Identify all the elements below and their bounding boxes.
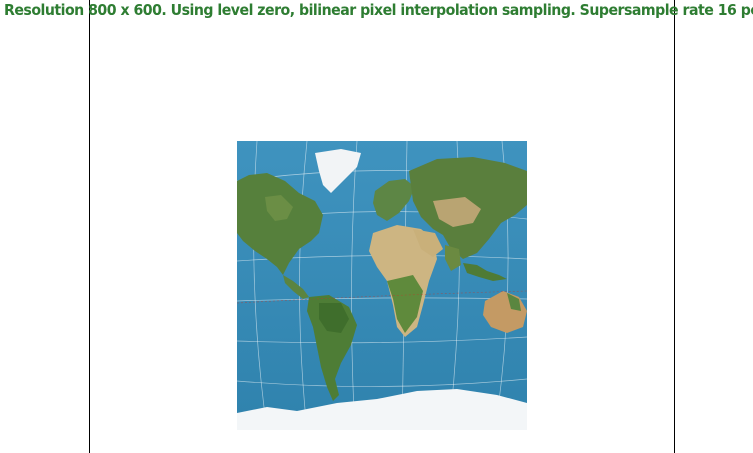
north-america-forest [265, 195, 293, 221]
arabia-landmass [413, 229, 443, 257]
world-map-render[interactable] [237, 141, 527, 430]
amazon-forest [319, 303, 349, 333]
indonesia-islands [463, 263, 507, 281]
antarctica-landmass [237, 389, 527, 430]
world-map-image [237, 141, 527, 430]
equator-line [237, 290, 527, 304]
render-status-text: Resolution 800 x 600. Using level zero, … [4, 1, 753, 19]
europe-landmass [373, 179, 415, 221]
central-asia-arid [433, 197, 481, 227]
central-africa-forest [387, 275, 423, 333]
viewport-frame [89, 0, 675, 453]
india-landmass [445, 245, 461, 271]
north-america-landmass [237, 173, 323, 275]
greenland-landmass [315, 149, 361, 193]
australia-north-forest [507, 293, 521, 311]
central-america-landmass [283, 275, 309, 299]
